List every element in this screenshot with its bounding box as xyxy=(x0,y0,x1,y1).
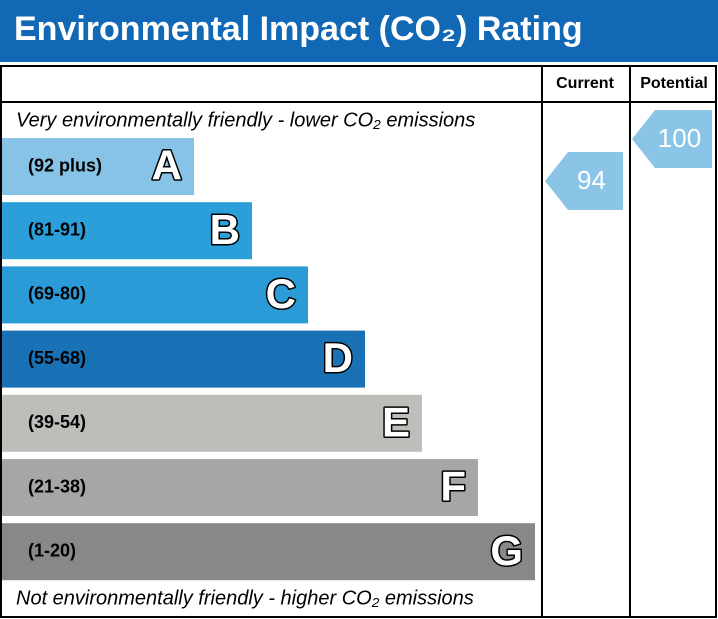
band-bar xyxy=(2,266,308,324)
top-note: Very environmentally friendly - lower CO… xyxy=(16,109,475,131)
band-range: (81-91) xyxy=(28,219,86,239)
title-bar xyxy=(0,0,718,62)
column-header: Current xyxy=(556,75,614,92)
band-letter: B xyxy=(210,206,240,253)
rating-value: 94 xyxy=(577,165,606,195)
band-range: (21-38) xyxy=(28,476,86,496)
rating-value: 100 xyxy=(658,123,701,153)
band-letter: G xyxy=(490,527,523,574)
band-letter: E xyxy=(382,398,410,445)
band-range: (55-68) xyxy=(28,348,86,368)
band-bar xyxy=(2,459,478,516)
frame xyxy=(0,65,717,618)
chart-title: Environmental Impact (CO₂) Rating xyxy=(14,10,583,48)
band-range: (92 plus) xyxy=(28,155,102,175)
bottom-note: Not environmentally friendly - higher CO… xyxy=(16,587,474,609)
band-range: (39-54) xyxy=(28,412,86,432)
rating-arrow xyxy=(545,152,623,210)
band-bar xyxy=(2,330,365,388)
band-bar xyxy=(2,202,252,260)
band-letter: C xyxy=(266,270,296,317)
band-letter: A xyxy=(152,142,182,189)
band-letter: D xyxy=(323,334,353,381)
band-range: (69-80) xyxy=(28,284,86,304)
band-bar xyxy=(2,523,535,581)
band-bar xyxy=(2,138,194,195)
band-letter: F xyxy=(440,463,466,510)
band-range: (1-20) xyxy=(28,540,76,560)
band-bar xyxy=(2,394,422,452)
rating-arrow xyxy=(632,110,712,168)
column-header: Potential xyxy=(640,75,708,92)
